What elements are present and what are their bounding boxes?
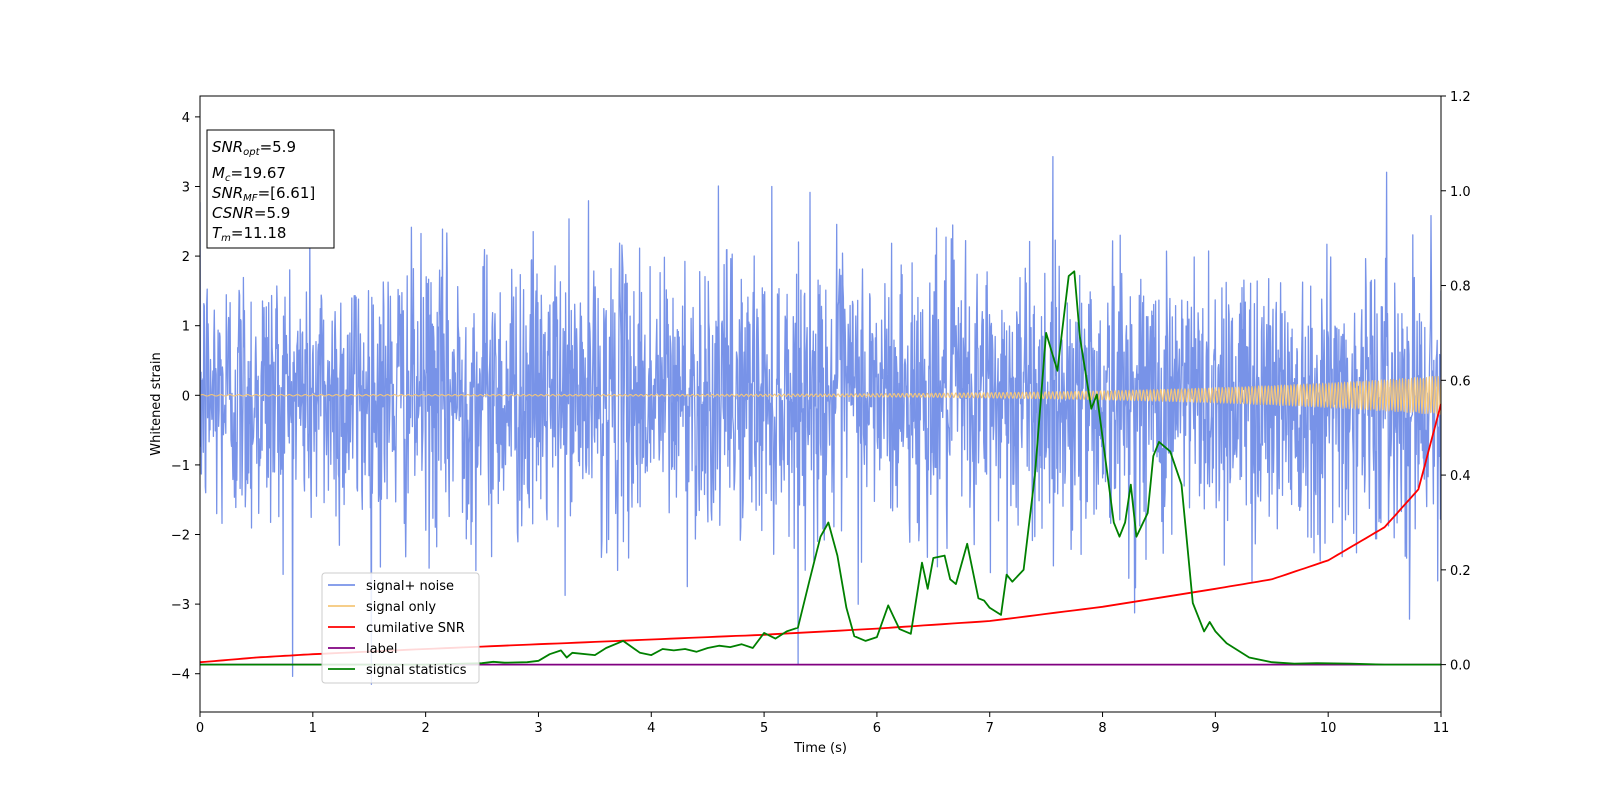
x-tick-label: 2 bbox=[421, 721, 429, 736]
x-tick-label: 7 bbox=[986, 721, 994, 736]
y2-tick-label: 0.0 bbox=[1450, 659, 1471, 674]
y-tick-label: 3 bbox=[182, 180, 190, 195]
y-tick-label: −1 bbox=[171, 459, 190, 474]
y-tick-label: 2 bbox=[182, 250, 190, 265]
y-tick-label: 4 bbox=[182, 111, 190, 126]
legend-frame bbox=[321, 572, 480, 684]
x-tick-label: 8 bbox=[1098, 721, 1106, 736]
y2-tick-label: 0.4 bbox=[1450, 469, 1471, 484]
y-tick-label: −3 bbox=[171, 598, 190, 613]
x-tick-label: 11 bbox=[1433, 721, 1450, 736]
y-tick-label: −4 bbox=[171, 668, 190, 683]
series-line-4 bbox=[200, 270, 1441, 666]
annotation-frame bbox=[206, 129, 335, 249]
legend-entry-label: label bbox=[366, 642, 397, 657]
annotation-value: =5.9 bbox=[254, 204, 290, 222]
annotation-line: SNRMF=[6.61] bbox=[212, 184, 315, 204]
legend: signal+ noise signal only cumilative SNR la… bbox=[321, 572, 480, 684]
annotation-line: Mc=19.67 bbox=[212, 164, 286, 184]
annotation-line: Tm=11.18 bbox=[212, 224, 286, 244]
y-tick-label: −2 bbox=[171, 529, 190, 544]
legend-entry-label: signal statistics bbox=[366, 663, 467, 678]
annotation-line: SNRopt=5.9 bbox=[212, 138, 296, 158]
annotation-symbol: SNR bbox=[212, 138, 243, 156]
x-tick-label: 5 bbox=[760, 721, 768, 736]
annotation-value: =19.67 bbox=[230, 164, 286, 182]
annotation-subscript: opt bbox=[243, 147, 260, 158]
x-tick-label: 1 bbox=[309, 721, 317, 736]
y2-tick-label: 0.2 bbox=[1450, 564, 1471, 579]
annotation-subscript: m bbox=[221, 233, 231, 244]
y2-tick-label: 0.6 bbox=[1450, 374, 1471, 389]
legend-entry-label: cumilative SNR bbox=[366, 621, 465, 636]
y2-tick-label: 1.2 bbox=[1450, 90, 1471, 105]
x-tick-label: 10 bbox=[1320, 721, 1337, 736]
x-tick-label: 9 bbox=[1211, 721, 1219, 736]
y-tick-label: 0 bbox=[182, 389, 190, 404]
annotation-symbol: M bbox=[212, 164, 225, 182]
y2-tick-label: 0.8 bbox=[1450, 280, 1471, 295]
y-axis-label: Whitened strain bbox=[149, 352, 164, 455]
x-tick-label: 4 bbox=[647, 721, 655, 736]
annotation-value: =[6.61] bbox=[258, 184, 316, 202]
annotation-symbol: T bbox=[212, 224, 223, 242]
annotation-symbol: SNR bbox=[212, 184, 243, 202]
series-line-0 bbox=[200, 155, 1441, 685]
annotation-value: =11.18 bbox=[231, 224, 287, 242]
axes-layer: 0 1 2 3 4 5 6 7 8 9 10 1143210−1−2−3−41.21.00.80.60… bbox=[171, 90, 1471, 736]
x-axis-label: Time (s) bbox=[793, 741, 847, 756]
legend-entry-label: signal+ noise bbox=[366, 579, 454, 594]
annotation-box: SNRopt=5.9Mc=19.67SNRMF=[6.61]CSNR=5.9Tm… bbox=[206, 129, 335, 249]
annotation-value: =5.9 bbox=[260, 138, 296, 156]
annotation-subscript: c bbox=[225, 173, 231, 184]
annotation-subscript: MF bbox=[243, 193, 258, 204]
annotation-symbol: CSNR bbox=[212, 204, 254, 222]
x-tick-label: 0 bbox=[196, 721, 204, 736]
y2-tick-label: 1.0 bbox=[1450, 185, 1471, 200]
plot-frame bbox=[199, 95, 1442, 713]
series-line-1 bbox=[200, 375, 1441, 415]
legend-entry-label: signal only bbox=[366, 600, 436, 615]
x-tick-label: 6 bbox=[873, 721, 881, 736]
x-tick-label: 3 bbox=[534, 721, 542, 736]
annotation-line: CSNR=5.9 bbox=[212, 204, 290, 222]
y-tick-label: 1 bbox=[182, 320, 190, 335]
